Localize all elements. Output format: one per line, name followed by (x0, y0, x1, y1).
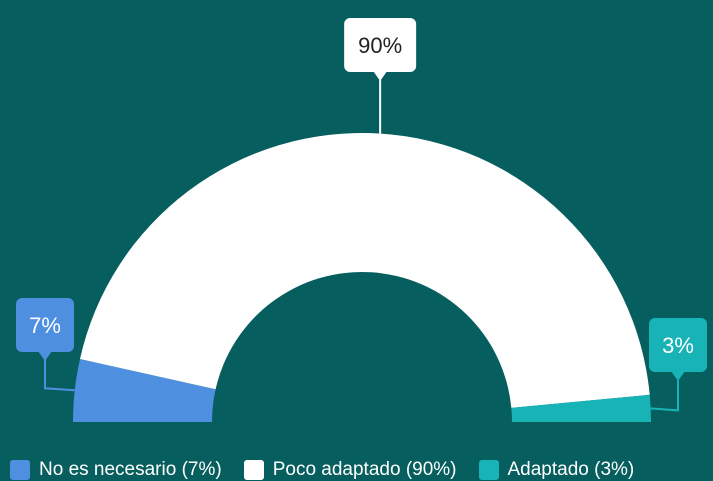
label-bubble-adaptado (649, 318, 707, 372)
data-label-adaptado: 3% (662, 333, 694, 358)
connector-adaptado (650, 380, 679, 412)
legend-item-adaptado[interactable]: Adaptado (3%) (478, 459, 635, 481)
slice-no-es-necesario[interactable] (73, 358, 216, 422)
slice-poco-adaptado[interactable] (79, 132, 650, 408)
legend-item-poco-adaptado[interactable]: Poco adaptado (90%) (243, 459, 457, 481)
label-bubble-poco-adaptado (344, 18, 417, 72)
data-label-poco-adaptado: 90% (358, 33, 402, 58)
legend-label-poco-adaptado: Poco adaptado (90%) (272, 459, 457, 480)
label-pointer-no-es-necesario (38, 351, 52, 361)
legend-item-no-es-necesario[interactable]: No es necesario (7%) (10, 459, 222, 481)
legend-swatch-no-es-necesario (10, 460, 30, 480)
slice-adaptado[interactable] (511, 394, 651, 422)
legend-label-adaptado: Adaptado (3%) (507, 459, 635, 480)
label-bubble-no-es-necesario (16, 298, 74, 352)
legend-label-no-es-necesario: No es necesario (7%) (39, 459, 222, 480)
label-pointer-adaptado (671, 371, 685, 381)
label-pointer-poco-adaptado (373, 71, 388, 81)
legend-swatch-poco-adaptado (243, 460, 264, 480)
data-label-no-es-necesario: 7% (29, 313, 61, 338)
connector-no-es-necesario (44, 360, 75, 392)
legend-swatch-adaptado (478, 460, 499, 480)
chart-legend: No es necesario (7%) Poco adaptado (90%)… (10, 459, 634, 481)
